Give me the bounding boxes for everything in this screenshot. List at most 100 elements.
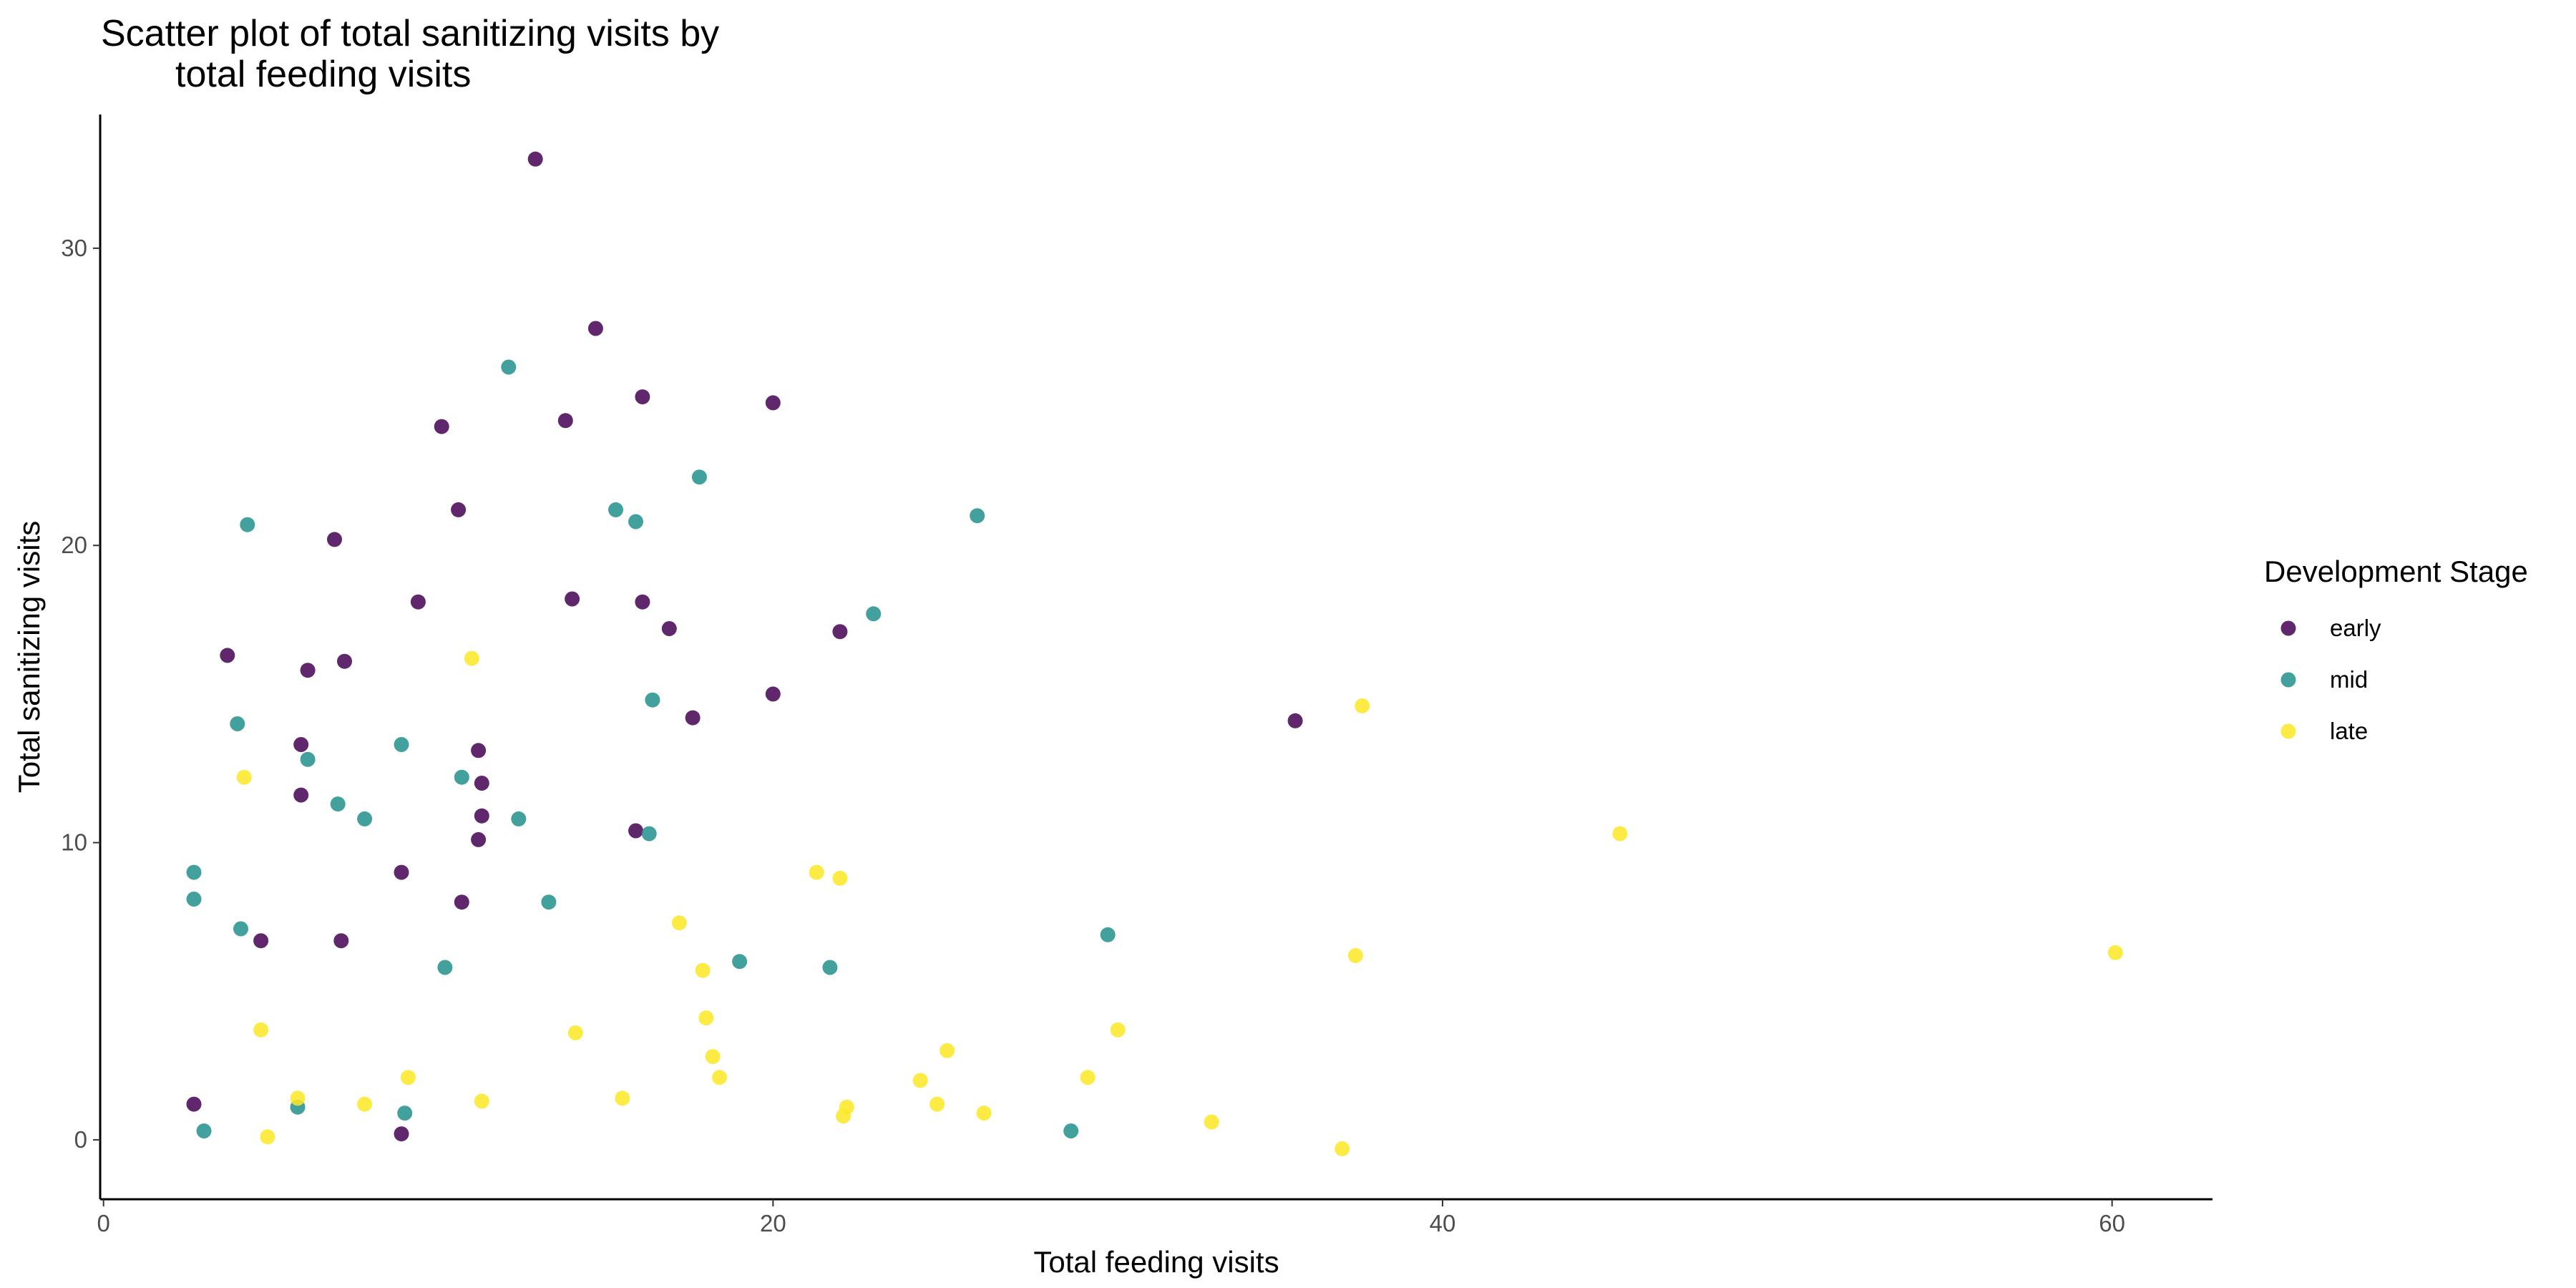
point-late-4 <box>809 864 824 880</box>
point-late-3 <box>1612 826 1628 841</box>
point-early-13 <box>337 653 352 669</box>
point-early-24 <box>471 831 487 847</box>
point-early-23 <box>474 808 489 824</box>
legend-label-early: early <box>2330 615 2381 641</box>
point-mid-15 <box>641 826 657 841</box>
point-late-14 <box>940 1043 955 1058</box>
point-late-25 <box>930 1096 945 1112</box>
point-late-13 <box>1110 1022 1126 1038</box>
point-early-31 <box>394 1126 409 1142</box>
point-late-18 <box>1080 1070 1096 1085</box>
x-axis-ticks: 0 20 40 60 <box>97 1199 2125 1236</box>
point-early-0 <box>527 151 543 167</box>
point-early-16 <box>765 686 781 702</box>
chart-title-line-2: total feeding visits <box>175 54 471 95</box>
point-late-22 <box>474 1093 489 1109</box>
point-late-17 <box>912 1073 928 1088</box>
point-early-4 <box>434 419 449 434</box>
point-early-30 <box>186 1096 202 1112</box>
point-early-20 <box>471 743 487 758</box>
point-late-12 <box>567 1025 583 1040</box>
point-mid-0 <box>501 359 517 375</box>
point-early-3 <box>765 395 781 411</box>
point-mid-19 <box>233 921 248 937</box>
point-late-30 <box>1335 1141 1350 1156</box>
point-mid-24 <box>196 1123 212 1138</box>
point-early-5 <box>557 413 573 429</box>
point-early-22 <box>293 787 309 803</box>
point-mid-1 <box>691 469 707 485</box>
point-mid-8 <box>230 716 245 731</box>
point-early-26 <box>394 864 409 880</box>
y-axis-title: Total sanitizing visits <box>12 521 46 793</box>
point-early-10 <box>635 594 650 610</box>
point-early-27 <box>454 894 469 910</box>
point-early-19 <box>293 737 309 752</box>
legend-title: Development Stage <box>2264 555 2528 588</box>
point-mid-3 <box>240 517 255 532</box>
point-early-2 <box>635 389 650 405</box>
point-late-10 <box>698 1010 714 1026</box>
point-mid-2 <box>608 502 623 517</box>
point-early-9 <box>565 591 580 607</box>
legend-items: early mid late <box>2280 615 2381 744</box>
point-early-14 <box>661 621 677 636</box>
point-late-5 <box>832 870 848 886</box>
x-tick-label-1: 20 <box>760 1210 786 1236</box>
point-mid-12 <box>330 796 346 812</box>
point-mid-14 <box>511 811 527 826</box>
point-mid-11 <box>454 769 469 785</box>
point-early-1 <box>587 321 603 336</box>
point-early-15 <box>832 624 848 640</box>
point-early-25 <box>628 823 643 839</box>
point-early-28 <box>253 933 269 949</box>
point-late-26 <box>836 1108 852 1124</box>
point-early-8 <box>410 594 426 610</box>
point-mid-20 <box>1100 927 1116 942</box>
series-mid <box>186 359 1116 1138</box>
y-tick-label-3: 30 <box>61 235 87 261</box>
point-late-21 <box>357 1096 373 1112</box>
point-late-8 <box>2107 945 2123 960</box>
point-mid-13 <box>357 811 373 826</box>
legend-label-mid: mid <box>2330 666 2368 693</box>
point-early-11 <box>220 648 235 663</box>
point-mid-21 <box>732 954 748 970</box>
x-tick-label-3: 60 <box>2099 1210 2125 1236</box>
point-mid-26 <box>397 1106 413 1121</box>
point-mid-5 <box>970 508 985 524</box>
chart-title-line-1: Scatter plot of total sanitizing visits … <box>101 13 719 54</box>
point-late-29 <box>260 1129 275 1145</box>
point-late-16 <box>712 1070 727 1085</box>
legend-key-early <box>2280 620 2296 636</box>
legend: Development Stage early mid late <box>2264 555 2528 744</box>
point-late-0 <box>1355 698 1370 713</box>
point-late-28 <box>1204 1114 1219 1130</box>
x-tick-label-2: 40 <box>1430 1210 1456 1236</box>
legend-key-late <box>2280 723 2296 739</box>
point-late-19 <box>400 1070 416 1085</box>
point-late-15 <box>705 1049 721 1065</box>
point-mid-27 <box>1063 1123 1079 1138</box>
point-late-7 <box>1347 947 1363 963</box>
series-late <box>236 650 2123 1156</box>
legend-label-late: late <box>2330 718 2368 744</box>
point-early-7 <box>327 532 342 547</box>
point-early-12 <box>300 663 316 678</box>
y-tick-label-1: 10 <box>61 829 87 856</box>
point-early-29 <box>333 933 349 949</box>
point-mid-9 <box>394 737 409 752</box>
y-axis-ticks: 0 10 20 30 <box>61 235 100 1153</box>
point-mid-7 <box>645 692 660 708</box>
point-mid-22 <box>437 960 453 975</box>
legend-key-mid <box>2280 672 2296 688</box>
plot-area <box>186 151 2123 1156</box>
point-mid-16 <box>186 864 202 880</box>
series-early <box>186 151 1303 1142</box>
point-mid-4 <box>628 514 643 530</box>
y-tick-label-2: 20 <box>61 532 87 558</box>
y-tick-label-0: 0 <box>74 1126 87 1153</box>
point-mid-6 <box>866 606 882 622</box>
point-late-6 <box>671 915 687 931</box>
